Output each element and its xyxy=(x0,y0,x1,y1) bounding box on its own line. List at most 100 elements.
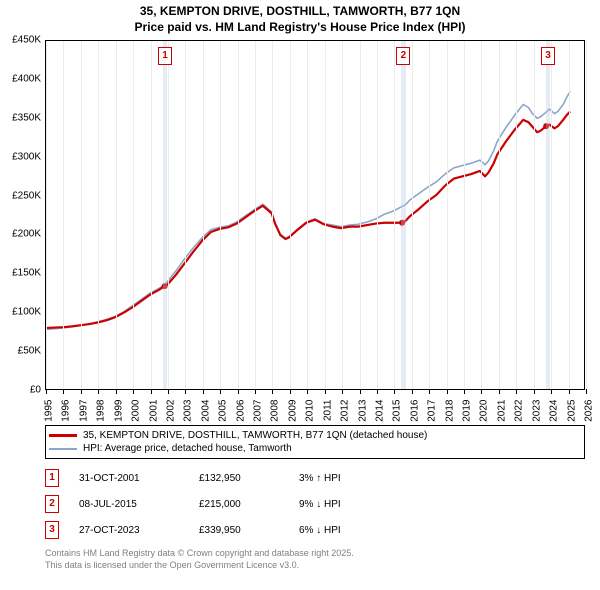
sale-row: 327-OCT-2023£339,9506% ↓ HPI xyxy=(45,517,585,543)
legend-item: HPI: Average price, detached house, Tamw… xyxy=(49,442,581,455)
sale-marker-band xyxy=(401,41,406,389)
gridline xyxy=(412,41,413,389)
y-tick-label: £50K xyxy=(18,346,41,357)
footer-line2: This data is licensed under the Open Gov… xyxy=(45,560,299,570)
sale-price: £215,000 xyxy=(199,499,299,510)
gridline xyxy=(394,41,395,389)
gridline xyxy=(46,41,47,389)
x-tick-label: 1995 xyxy=(44,400,55,422)
x-tick-label: 2001 xyxy=(148,400,159,422)
gridline xyxy=(255,41,256,389)
gridline xyxy=(516,41,517,389)
x-tick-label: 2020 xyxy=(479,400,490,422)
y-tick-label: £400K xyxy=(12,73,41,84)
legend: 35, KEMPTON DRIVE, DOSTHILL, TAMWORTH, B… xyxy=(45,425,585,459)
gridline xyxy=(499,41,500,389)
gridline xyxy=(377,41,378,389)
gridline xyxy=(569,41,570,389)
x-tick-label: 2007 xyxy=(253,400,264,422)
gridline xyxy=(203,41,204,389)
arrow-icon: ↓ xyxy=(316,499,321,510)
sale-marker-label: 2 xyxy=(396,47,410,65)
gridline xyxy=(481,41,482,389)
sale-id-box: 3 xyxy=(45,521,59,539)
x-tick-label: 2023 xyxy=(531,400,542,422)
x-tick-label: 2018 xyxy=(444,400,455,422)
x-tick-label: 2005 xyxy=(218,400,229,422)
gridline xyxy=(429,41,430,389)
arrow-icon: ↓ xyxy=(316,525,321,536)
sale-id-box: 2 xyxy=(45,495,59,513)
x-tick-label: 2006 xyxy=(235,400,246,422)
chart-title: 35, KEMPTON DRIVE, DOSTHILL, TAMWORTH, B… xyxy=(0,0,600,35)
x-tick-label: 1998 xyxy=(96,400,107,422)
x-tick-label: 2019 xyxy=(462,400,473,422)
x-tick-label: 2009 xyxy=(287,400,298,422)
gridline xyxy=(272,41,273,389)
sale-delta: 9% ↓ HPI xyxy=(299,499,585,510)
sale-row: 2 08-JUL-2015£215,0009% ↓ HPI xyxy=(45,491,585,517)
x-tick-label: 2022 xyxy=(514,400,525,422)
gridline xyxy=(586,41,587,389)
sale-table: 131-OCT-2001£132,9503% ↑ HPI208-JUL-2015… xyxy=(45,465,585,543)
x-tick-label: 2015 xyxy=(392,400,403,422)
gridline xyxy=(307,41,308,389)
footer: Contains HM Land Registry data © Crown c… xyxy=(45,548,354,571)
legend-label: HPI: Average price, detached house, Tamw… xyxy=(83,443,292,454)
gridline xyxy=(81,41,82,389)
y-tick-label: £200K xyxy=(12,229,41,240)
x-tick-label: 2012 xyxy=(340,400,351,422)
legend-item: 35, KEMPTON DRIVE, DOSTHILL, TAMWORTH, B… xyxy=(49,429,581,442)
x-tick-label: 2017 xyxy=(427,400,438,422)
x-tick-label: 2014 xyxy=(374,400,385,422)
x-tick-label: 2003 xyxy=(183,400,194,422)
sale-date: 08-JUL-2015 xyxy=(79,499,199,510)
line-plot xyxy=(46,41,584,389)
x-tick-label: 2021 xyxy=(496,400,507,422)
sale-marker-label: 3 xyxy=(541,47,555,65)
sale-price: £132,950 xyxy=(199,473,299,484)
legend-swatch xyxy=(49,448,77,450)
gridline xyxy=(464,41,465,389)
gridline xyxy=(238,41,239,389)
sale-date: 27-OCT-2023 xyxy=(79,525,199,536)
gridline xyxy=(325,41,326,389)
y-tick-label: £450K xyxy=(12,35,41,46)
gridline xyxy=(220,41,221,389)
x-tick-label: 2025 xyxy=(566,400,577,422)
gridline xyxy=(116,41,117,389)
sale-marker-band xyxy=(546,41,551,389)
x-tick-label: 2000 xyxy=(131,400,142,422)
x-axis: 1995199619971998199920002001200220032004… xyxy=(45,392,585,422)
y-tick-label: £300K xyxy=(12,151,41,162)
x-tick-label: 2013 xyxy=(357,400,368,422)
arrow-icon: ↑ xyxy=(316,473,321,484)
x-tick-label: 2004 xyxy=(200,400,211,422)
gridline xyxy=(63,41,64,389)
gridline xyxy=(551,41,552,389)
x-tick-label: 2002 xyxy=(165,400,176,422)
gridline xyxy=(534,41,535,389)
y-tick-label: £0 xyxy=(30,385,41,396)
chart-container: 35, KEMPTON DRIVE, DOSTHILL, TAMWORTH, B… xyxy=(0,0,600,590)
y-axis: £0£50K£100K£150K£200K£250K£300K£350K£400… xyxy=(0,40,43,390)
title-line2: Price paid vs. HM Land Registry's House … xyxy=(135,20,466,34)
gridline xyxy=(342,41,343,389)
x-tick-label: 2026 xyxy=(584,400,595,422)
x-tick-label: 1996 xyxy=(61,400,72,422)
sale-date: 31-OCT-2001 xyxy=(79,473,199,484)
x-tick-label: 2011 xyxy=(322,400,333,422)
sale-marker-band xyxy=(163,41,168,389)
gridline xyxy=(360,41,361,389)
gridline xyxy=(185,41,186,389)
y-tick-label: £150K xyxy=(12,268,41,279)
x-tick-label: 2016 xyxy=(409,400,420,422)
sale-id-box: 1 xyxy=(45,469,59,487)
y-tick-label: £250K xyxy=(12,190,41,201)
x-tick xyxy=(586,389,587,394)
y-tick-label: £350K xyxy=(12,112,41,123)
gridline xyxy=(447,41,448,389)
gridline xyxy=(290,41,291,389)
gridline xyxy=(168,41,169,389)
sale-price: £339,950 xyxy=(199,525,299,536)
